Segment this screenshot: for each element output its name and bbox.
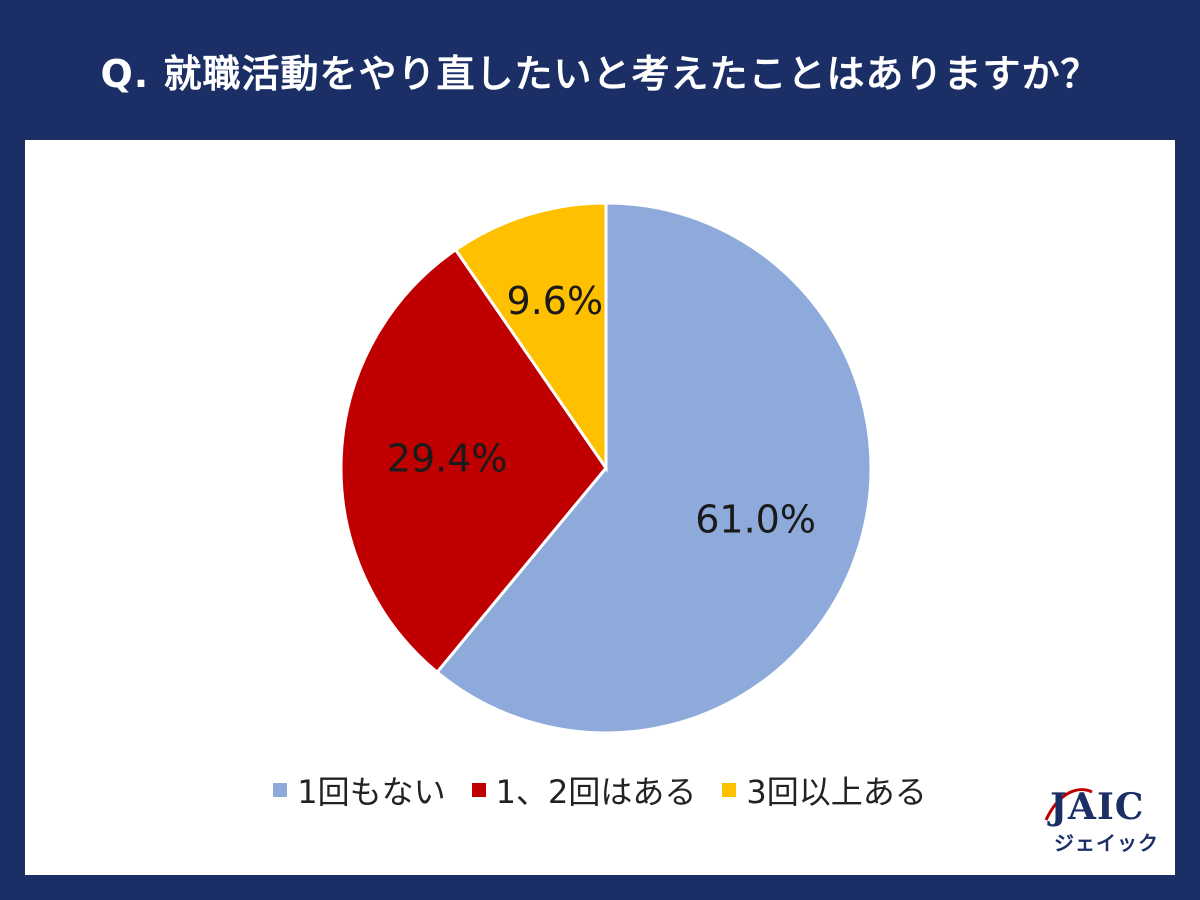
pie-slice-3 — [453, 201, 608, 473]
logo-swoosh-icon — [1044, 788, 1093, 821]
legend-label-2: 1、2回はある — [495, 773, 697, 811]
chart-legend: 1回もない 1、2回はある 3回以上ある — [25, 765, 1175, 815]
legend-item-2: 1、2回はある — [471, 767, 697, 813]
pie-slice-2 — [339, 247, 608, 675]
legend-swatch-2 — [471, 783, 486, 797]
legend-swatch-1 — [273, 783, 288, 797]
jaic-logo: JAIC ジェイック — [1040, 780, 1160, 860]
pie-data-label-3: 9.6% — [507, 279, 604, 323]
pie-slice-1 — [434, 201, 873, 735]
legend-label-1: 1回もない — [297, 773, 446, 811]
pie-chart: 61.0% 29.4% 9.6% — [339, 201, 873, 735]
legend-item-3: 3回以上ある — [722, 767, 927, 813]
logo-wordmark: JAIC — [1050, 786, 1145, 828]
legend-swatch-3 — [722, 783, 737, 797]
page-title: Q. 就職活動をやり直したいと考えたことはありますか？ — [100, 51, 1100, 96]
legend-item-1: 1回もない — [273, 767, 446, 813]
chart-panel: 61.0% 29.4% 9.6% 1回もない 1、2回はある 3回以上ある JAIC ジ… — [25, 140, 1175, 875]
pie-data-label-1: 61.0% — [695, 497, 816, 541]
pie-data-label-2: 29.4% — [387, 437, 508, 481]
logo-subtext: ジェイック — [1054, 831, 1159, 855]
legend-label-3: 3回以上ある — [746, 773, 927, 811]
